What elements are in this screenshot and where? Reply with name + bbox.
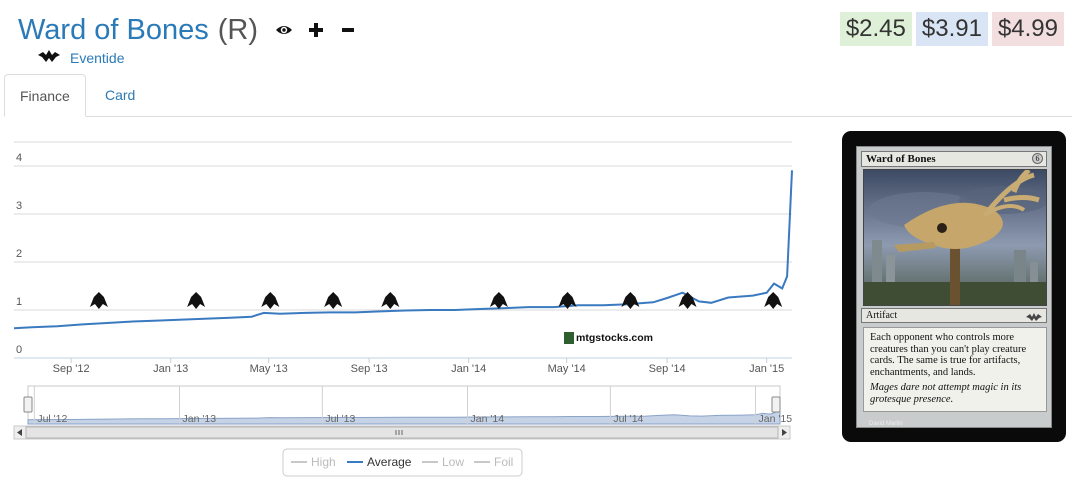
eye-icon[interactable] bbox=[272, 18, 296, 42]
y-tick-label: 3 bbox=[16, 200, 22, 212]
khans-set-icon bbox=[678, 292, 697, 309]
navigator-tick-label: Jan '15 bbox=[759, 413, 793, 425]
card-title-row: Ward of Bones (R) bbox=[18, 10, 360, 50]
y-tick-label: 4 bbox=[16, 152, 22, 164]
eventide-set-icon bbox=[38, 49, 60, 68]
watermark-logo-icon bbox=[564, 332, 574, 344]
legend-item[interactable]: Foil bbox=[494, 455, 513, 469]
set-name-link[interactable]: Eventide bbox=[70, 50, 125, 66]
theros-set-icon bbox=[381, 292, 400, 309]
x-tick-label: May '14 bbox=[548, 363, 586, 375]
x-tick-label: Sep '13 bbox=[351, 363, 388, 375]
price-badges: $2.45 $3.91 $4.99 bbox=[839, 12, 1064, 46]
card-type-line: Artifact bbox=[861, 308, 1047, 323]
card-image-title: Ward of Bones 6 bbox=[861, 151, 1047, 167]
tab-finance[interactable]: Finance bbox=[4, 74, 86, 117]
card-image-name: Ward of Bones bbox=[866, 153, 936, 165]
price-chart: 0 1 2 3 4 Sep '12 Jan '13 May '13 Sep '13 Jan '14… bbox=[0, 118, 800, 480]
m15-set-icon bbox=[621, 292, 640, 309]
x-tick-label: Jan '15 bbox=[749, 363, 784, 375]
legend-item[interactable]: Low bbox=[442, 455, 464, 469]
y-tick-label: 2 bbox=[16, 248, 22, 260]
born-of-the-gods-set-icon bbox=[489, 292, 508, 309]
navigator-tick-label: Jan '13 bbox=[183, 413, 217, 425]
legend-box bbox=[282, 448, 523, 477]
x-tick-label: Sep '12 bbox=[53, 363, 90, 375]
card-image: Ward of Bones 6 bbox=[842, 131, 1066, 442]
price-average-badge: $3.91 bbox=[915, 12, 988, 46]
journey-into-nyx-set-icon bbox=[558, 292, 577, 309]
card-text-box: Each opponent who controls more creature… bbox=[863, 327, 1047, 412]
tab-card[interactable]: Card bbox=[105, 87, 136, 103]
card-artist: David Martin bbox=[869, 421, 903, 427]
card-art bbox=[863, 169, 1047, 306]
tab-bar: Finance Card bbox=[4, 74, 1072, 117]
navigator-series-area bbox=[27, 397, 781, 425]
card-set-symbol-icon bbox=[1026, 312, 1042, 321]
navigator-handle-right[interactable] bbox=[771, 396, 781, 413]
navigator-tick-label: Jan '14 bbox=[471, 413, 505, 425]
m14-set-icon bbox=[324, 292, 343, 309]
price-high-badge: $4.99 bbox=[991, 12, 1064, 46]
legend-item[interactable]: High bbox=[311, 455, 336, 469]
scrollbar-grip-icon bbox=[395, 430, 403, 435]
y-tick-label: 1 bbox=[16, 296, 22, 308]
card-inner-frame: Ward of Bones 6 bbox=[856, 146, 1052, 428]
card-rules-text: Each opponent who controls more creature… bbox=[870, 332, 1027, 378]
card-type-text: Artifact bbox=[866, 310, 898, 321]
navigator-handle-left[interactable] bbox=[23, 396, 33, 413]
card-name: Ward of Bones bbox=[18, 13, 209, 46]
price-low-badge: $2.45 bbox=[839, 12, 912, 46]
navigator-tick-label: Jul '13 bbox=[325, 413, 355, 425]
scroll-right-arrow-icon[interactable] bbox=[782, 429, 787, 436]
legend-item[interactable]: Average bbox=[367, 455, 412, 469]
gatecrash-set-icon bbox=[187, 292, 206, 309]
eventide-set-icon bbox=[764, 292, 783, 309]
x-tick-label: Jan '14 bbox=[451, 363, 486, 375]
card-flavor-text: Mages dare not attempt magic in its grot… bbox=[870, 382, 1022, 405]
y-tick-label: 0 bbox=[16, 344, 22, 356]
navigator-tick-label: Jul '12 bbox=[37, 413, 67, 425]
series-average-line bbox=[13, 170, 793, 330]
scroll-left-arrow-icon[interactable] bbox=[17, 429, 22, 436]
minus-icon[interactable] bbox=[336, 18, 360, 42]
dragons-maze-set-icon bbox=[261, 292, 280, 309]
price-chart-svg: 0 1 2 3 4 Sep '12 Jan '13 May '13 Sep '13 Jan '14… bbox=[13, 141, 793, 477]
x-tick-label: Sep '14 bbox=[649, 363, 686, 375]
x-tick-label: Jan '13 bbox=[153, 363, 188, 375]
watermark-text: mtgstocks.com bbox=[576, 332, 653, 344]
navigator-tick-label: Jul '14 bbox=[613, 413, 643, 425]
card-rarity: (R) bbox=[217, 13, 259, 46]
set-row: Eventide bbox=[38, 48, 124, 68]
card-image-cost: 6 bbox=[1032, 153, 1043, 164]
x-tick-label: May '13 bbox=[250, 363, 288, 375]
rtr-guild-set-icon bbox=[89, 292, 108, 309]
plus-icon[interactable] bbox=[304, 18, 328, 42]
